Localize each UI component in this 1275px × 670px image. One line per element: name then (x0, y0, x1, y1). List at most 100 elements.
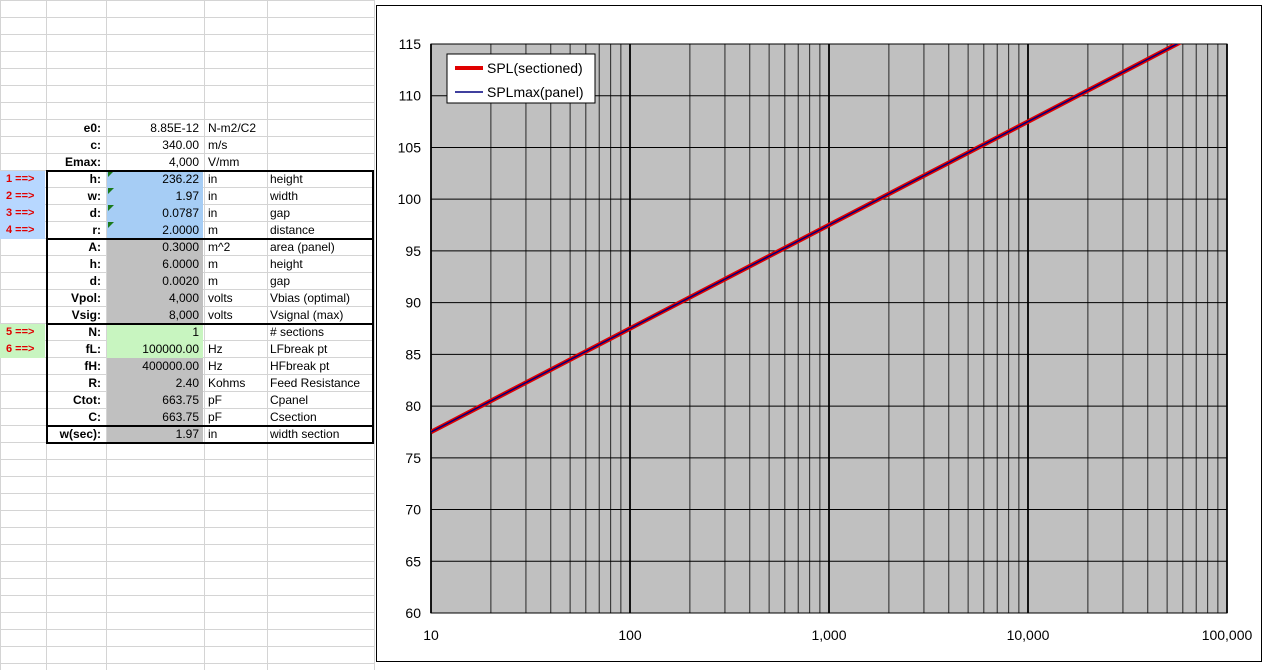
param-value-cell[interactable]: 0.0020 (107, 273, 203, 290)
param-value-cell[interactable]: 400000.00 (107, 358, 203, 375)
param-label: Vpol: (71, 291, 101, 305)
plot-border (430, 43, 1228, 614)
param-row: w(sec): 1.97 in width section (0, 426, 374, 443)
param-description: height (270, 172, 303, 186)
param-description: Vbias (optimal) (270, 291, 351, 305)
y-tick-label: 95 (405, 243, 421, 259)
param-label: A: (88, 240, 101, 254)
param-arrow: 3 ==> (0, 205, 45, 222)
y-tick-label: 105 (398, 139, 422, 155)
series-line-splmax-panel (431, 44, 1179, 433)
param-value-cell[interactable]: 1.97 (107, 188, 203, 205)
param-row: 4 ==> r: 2.0000 m distance (0, 222, 374, 239)
param-label: N: (88, 325, 101, 339)
param-value-cell[interactable]: 6.0000 (107, 256, 203, 273)
spl-chart-plot: 60 65 70 75 80 85 90 95 100 105 110 115 10 100 1,000 10… (398, 36, 1253, 643)
param-value-cell[interactable]: 8.85E-12 (150, 121, 199, 135)
param-value-cell[interactable]: 100000.00 (107, 341, 203, 358)
param-label: C: (88, 410, 101, 424)
param-row: C: 663.75 pF Csection (0, 409, 374, 426)
param-unit: m (208, 257, 218, 271)
x-tick-label: 10 (423, 627, 439, 643)
param-row: 1 ==> h: 236.22 in height (0, 171, 374, 188)
param-description: # sections (270, 325, 325, 339)
param-arrow: 5 ==> (0, 324, 45, 341)
param-description: gap (270, 274, 291, 288)
param-description (269, 137, 373, 154)
param-value-cell[interactable]: 8,000 (107, 307, 203, 324)
param-arrow: 6 ==> (0, 341, 45, 358)
param-unit: volts (208, 308, 233, 322)
param-row: A: 0.3000 m^2 area (panel) (0, 239, 374, 256)
param-row: Ctot: 663.75 pF Cpanel (0, 392, 374, 409)
param-value-cell[interactable]: 0.3000 (107, 239, 203, 256)
param-description: Csection (270, 410, 317, 424)
param-label: c: (90, 138, 101, 152)
param-row: h: 6.0000 m height (0, 256, 374, 273)
param-description: width section (270, 427, 340, 441)
param-row: Vpol: 4,000 volts Vbias (optimal) (0, 290, 374, 307)
param-unit: volts (208, 291, 233, 305)
chart-legend: SPL(sectioned) SPLmax(panel) (446, 53, 596, 104)
param-arrow (0, 290, 45, 307)
param-arrow (0, 154, 45, 171)
param-row: 6 ==> fL: 100000.00 Hz LFbreak pt (0, 341, 374, 358)
param-label: Emax: (64, 155, 101, 169)
param-description: Vsignal (max) (270, 308, 344, 322)
param-arrow (0, 426, 45, 443)
legend-box (446, 53, 596, 104)
spl-chart[interactable]: 60 65 70 75 80 85 90 95 100 105 110 115 10 100 1,000 10… (376, 5, 1262, 662)
param-row: d: 0.0020 m gap (0, 273, 374, 290)
y-tick-label: 85 (405, 346, 421, 362)
param-unit: m/s (208, 138, 228, 152)
param-label: fL: (85, 342, 101, 356)
param-unit: Kohms (208, 376, 246, 390)
param-label: fH: (84, 359, 101, 373)
param-arrow (0, 358, 45, 375)
param-description: area (panel) (270, 240, 335, 254)
param-label: h: (89, 172, 101, 186)
param-label: r: (92, 223, 101, 237)
param-unit: V/mm (208, 155, 240, 169)
param-row: Vsig: 8,000 volts Vsignal (max) (0, 307, 374, 324)
param-unit: in (208, 189, 218, 203)
cell-comment-marker-icon (108, 205, 114, 211)
param-label: R: (88, 376, 101, 390)
param-unit: pF (208, 410, 223, 424)
param-value-cell[interactable]: 2.0000 (107, 222, 203, 239)
param-arrow (0, 137, 45, 154)
param-description: Cpanel (270, 393, 309, 407)
x-tick-label: 100 (618, 627, 642, 643)
param-value-cell[interactable]: 663.75 (107, 392, 203, 409)
param-value-cell[interactable]: 2.40 (107, 375, 203, 392)
param-value-cell[interactable]: 1.97 (107, 426, 203, 443)
param-unit: Hz (208, 359, 223, 373)
param-value-cell[interactable]: 4,000 (168, 155, 199, 169)
y-tick-label: 90 (405, 295, 421, 311)
param-value-cell[interactable]: 236.22 (107, 171, 203, 188)
param-description (269, 120, 373, 137)
x-tick-label: 1,000 (811, 627, 846, 643)
param-row: 2 ==> w: 1.97 in width (0, 188, 374, 205)
param-arrow (0, 392, 45, 409)
y-tick-label: 115 (399, 36, 422, 52)
legend-label: SPL(sectioned) (487, 60, 583, 76)
param-arrow (0, 273, 45, 290)
param-value-cell[interactable]: 0.0787 (107, 205, 203, 222)
param-unit: N-m2/C2 (208, 121, 257, 135)
param-arrow (0, 256, 45, 273)
param-arrow (0, 307, 45, 324)
param-value-cell[interactable]: 1 (107, 324, 203, 341)
param-description: height (270, 257, 303, 271)
param-value-cell[interactable]: 4,000 (107, 290, 203, 307)
param-label: w(sec): (59, 427, 101, 441)
y-tick-label: 65 (405, 553, 421, 569)
param-label: w: (87, 189, 101, 203)
param-value-cell[interactable]: 663.75 (107, 409, 203, 426)
cell-comment-marker-icon (108, 188, 114, 194)
y-tick-label: 80 (405, 398, 421, 414)
param-value-cell[interactable]: 340.00 (162, 138, 199, 152)
param-arrow: 2 ==> (0, 188, 45, 205)
param-unit: Hz (208, 342, 223, 356)
param-unit: in (208, 427, 218, 441)
